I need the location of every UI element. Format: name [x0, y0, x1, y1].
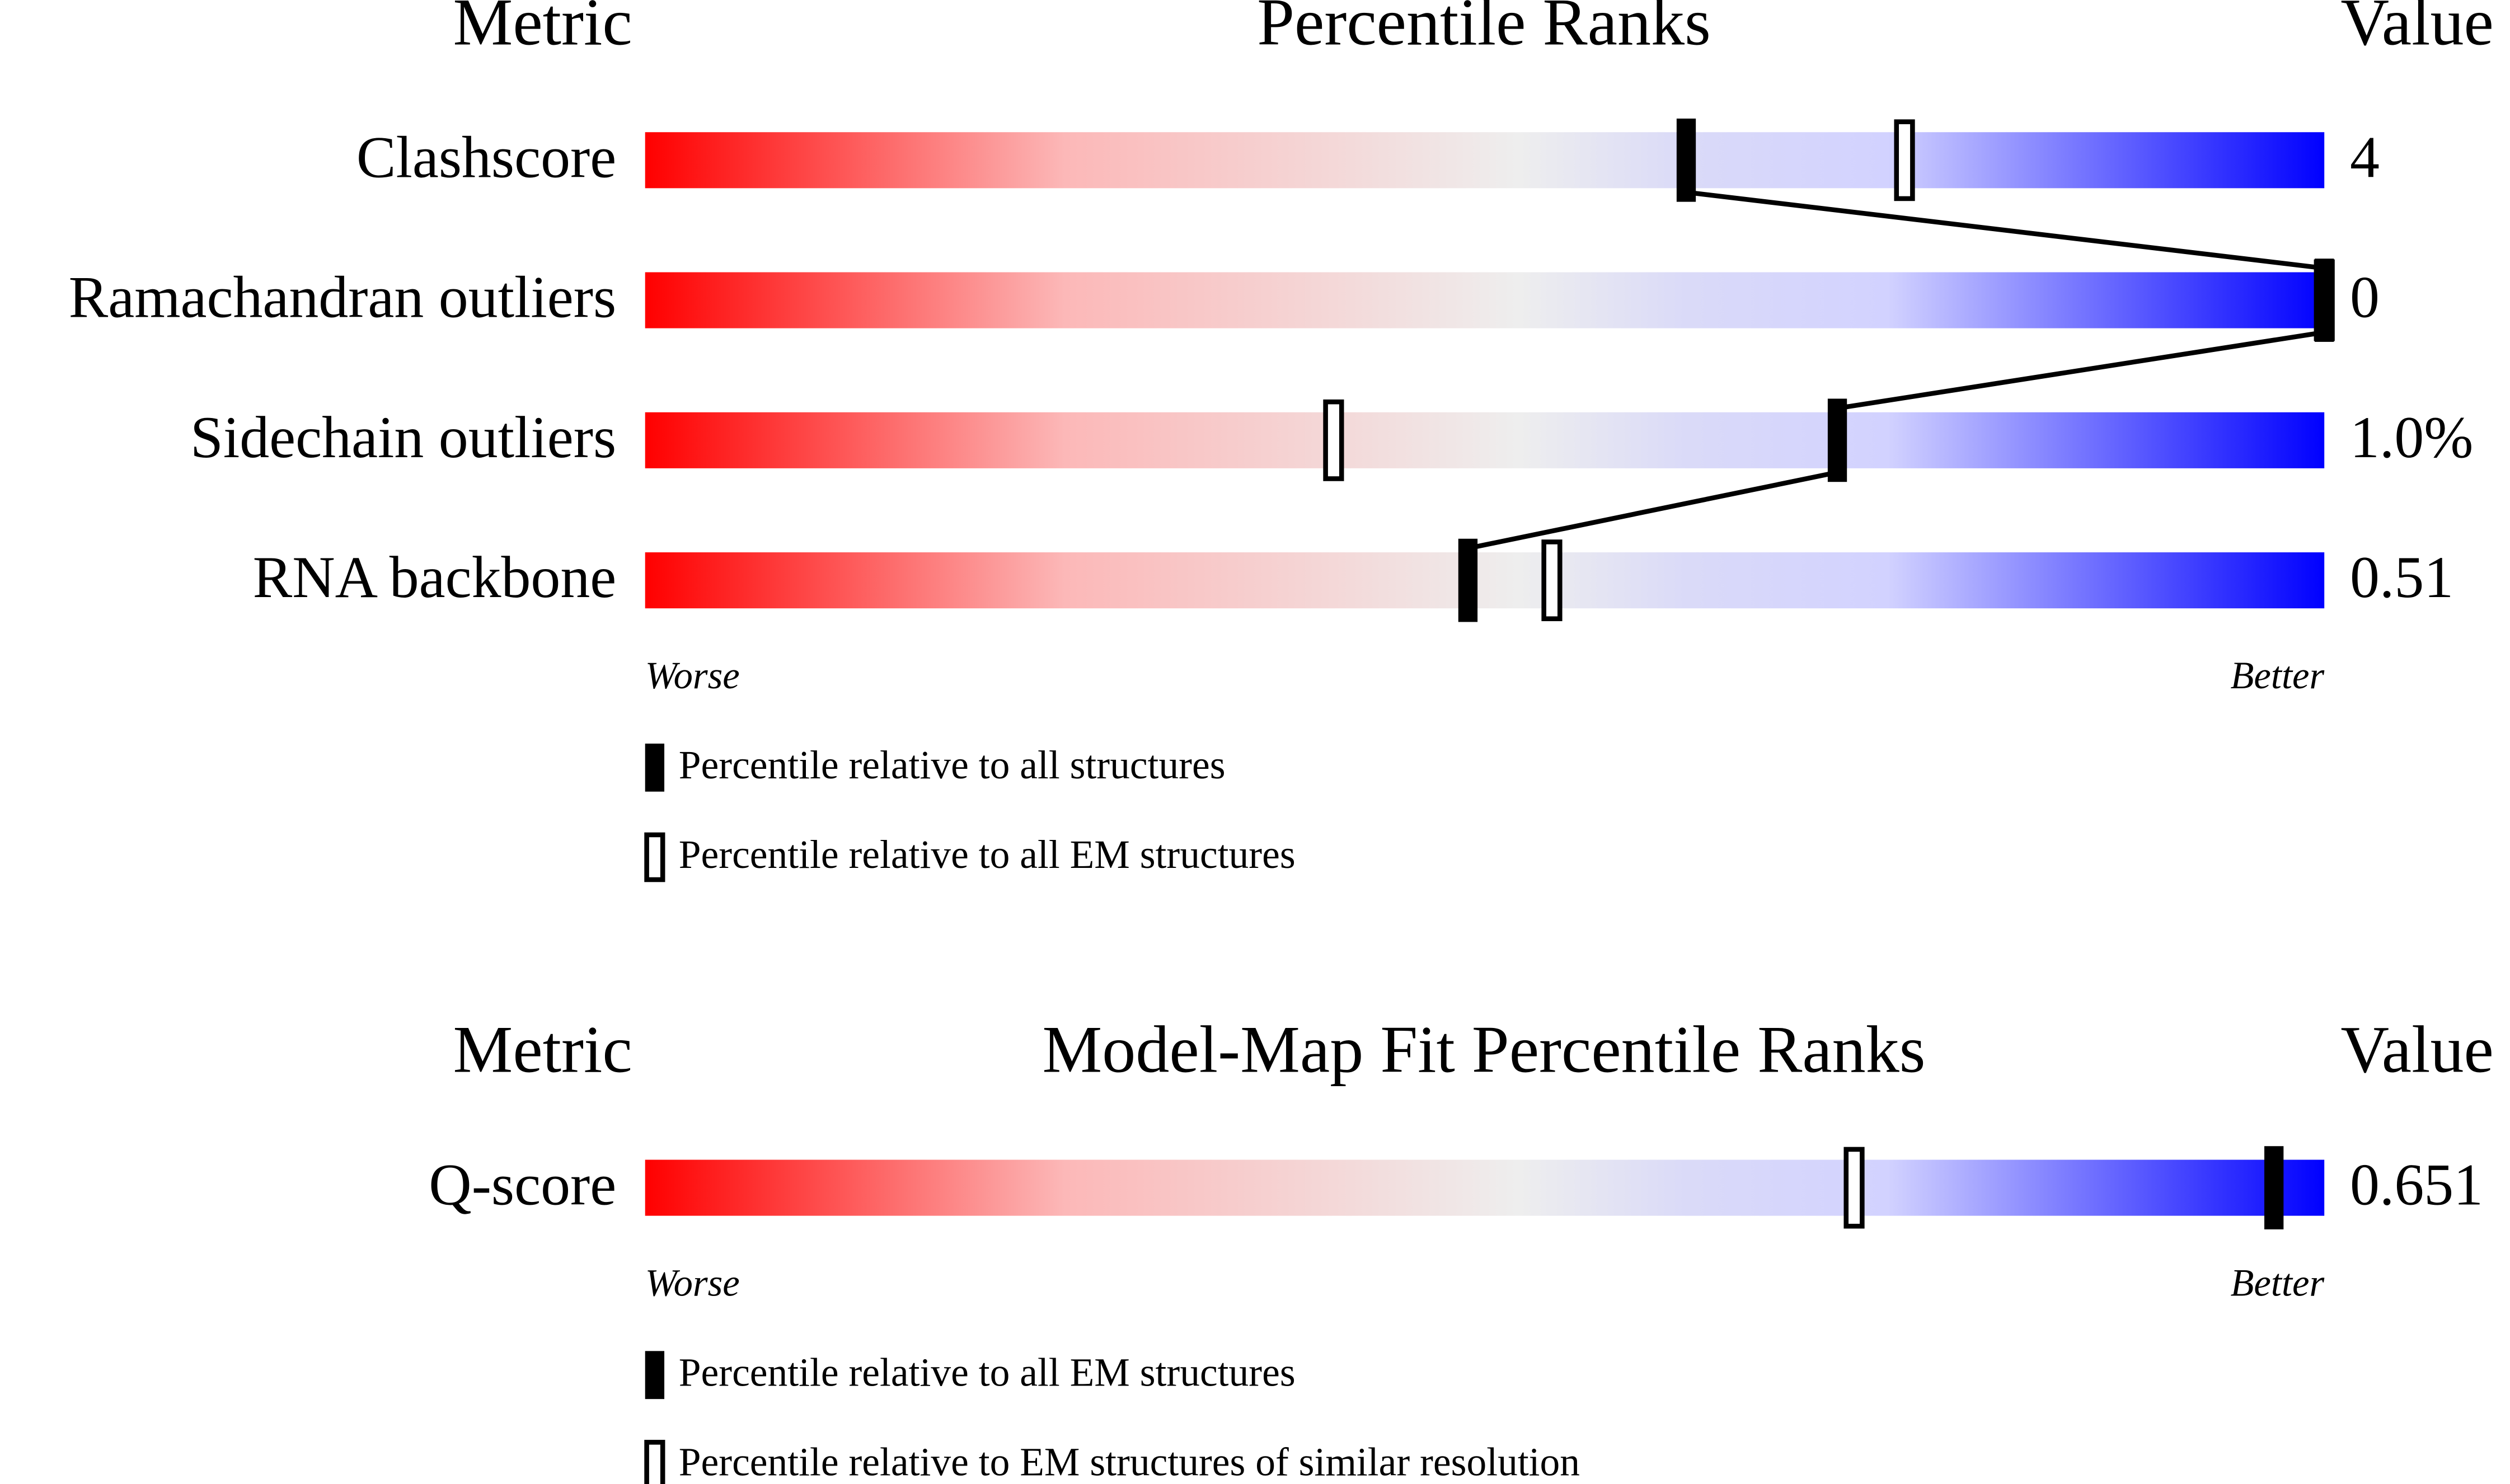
connector-line — [1837, 330, 2325, 411]
marker-hollow — [1843, 1147, 1865, 1229]
header-metric: Metric — [453, 0, 632, 59]
connector-line — [1467, 469, 1838, 551]
legend-swatch-filled — [645, 743, 665, 792]
metric-label: Sidechain outliers — [190, 405, 616, 470]
metric-value: 1.0% — [2350, 405, 2473, 470]
connector-line — [1686, 190, 2325, 271]
marker-filled — [1676, 118, 1696, 202]
worse-label: Worse — [645, 654, 740, 697]
percentile-bar — [645, 272, 2325, 328]
metric-value: 0.651 — [2350, 1152, 2483, 1218]
legend-label: Percentile relative to all structures — [679, 743, 1226, 787]
header-value: Value — [2340, 1012, 2494, 1087]
header-metric: Metric — [453, 1012, 632, 1087]
marker-hollow — [1894, 119, 1915, 201]
marker-filled — [2315, 259, 2334, 342]
legend-swatch-hollow — [644, 1440, 665, 1484]
marker-hollow — [1541, 539, 1563, 622]
marker-filled — [1827, 398, 1847, 482]
metric-label: Q-score — [429, 1152, 616, 1218]
metric-label: Clashscore — [356, 124, 616, 190]
metric-value: 0.51 — [2350, 544, 2453, 610]
chart-title: Percentile Ranks — [1257, 0, 1711, 59]
legend-label: Percentile relative to all EM structures — [679, 833, 1296, 877]
marker-filled — [2264, 1146, 2284, 1229]
marker-filled — [1458, 538, 1478, 622]
metric-label: RNA backbone — [253, 544, 617, 610]
header-value: Value — [2340, 0, 2494, 59]
legend-label: Percentile relative to EM structures of … — [679, 1440, 1580, 1484]
percentile-bar — [645, 552, 2325, 609]
legend-label: Percentile relative to all EM structures — [679, 1351, 1296, 1395]
percentile-bar — [645, 412, 2325, 468]
chart-title: Model-Map Fit Percentile Ranks — [1042, 1012, 1925, 1087]
metric-value: 4 — [2350, 124, 2380, 190]
percentile-bar — [645, 132, 2325, 189]
legend-swatch-hollow — [644, 832, 665, 882]
percentile-bar — [645, 1159, 2325, 1216]
better-label: Better — [2231, 654, 2325, 697]
metric-label: Ramachandran outliers — [69, 265, 617, 330]
metric-value: 0 — [2350, 265, 2380, 330]
legend-swatch-filled — [645, 1351, 665, 1400]
better-label: Better — [2231, 1262, 2325, 1304]
worse-label: Worse — [645, 1262, 740, 1304]
marker-hollow — [1323, 399, 1344, 481]
